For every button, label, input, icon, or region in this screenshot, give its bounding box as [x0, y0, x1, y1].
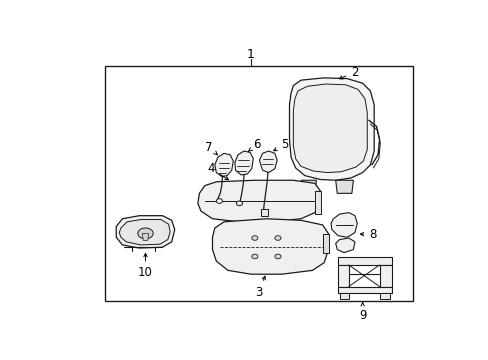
- Text: 10: 10: [138, 253, 153, 279]
- Polygon shape: [116, 216, 174, 248]
- Polygon shape: [337, 257, 391, 265]
- Polygon shape: [322, 234, 328, 253]
- Ellipse shape: [236, 201, 242, 206]
- Text: 2: 2: [339, 66, 358, 79]
- Polygon shape: [214, 153, 233, 176]
- Polygon shape: [259, 151, 277, 172]
- Polygon shape: [212, 219, 328, 274]
- Ellipse shape: [274, 236, 281, 240]
- Polygon shape: [379, 265, 391, 287]
- Polygon shape: [314, 191, 321, 214]
- Polygon shape: [379, 293, 389, 299]
- Text: 5: 5: [273, 138, 288, 151]
- Ellipse shape: [216, 199, 222, 203]
- Polygon shape: [142, 233, 148, 240]
- Bar: [104, 66, 412, 301]
- Text: 6: 6: [248, 138, 260, 151]
- Polygon shape: [289, 78, 373, 180]
- Text: 8: 8: [360, 228, 375, 240]
- Polygon shape: [234, 151, 253, 175]
- Polygon shape: [261, 209, 267, 216]
- Text: 1: 1: [246, 48, 254, 61]
- Polygon shape: [335, 180, 353, 193]
- Text: 7: 7: [204, 141, 217, 155]
- Polygon shape: [337, 265, 348, 287]
- Ellipse shape: [274, 254, 281, 259]
- Polygon shape: [198, 180, 320, 222]
- Polygon shape: [330, 213, 357, 237]
- Polygon shape: [119, 220, 170, 245]
- Text: 4: 4: [207, 162, 228, 180]
- Polygon shape: [293, 84, 366, 172]
- Text: 9: 9: [358, 303, 366, 322]
- Polygon shape: [339, 293, 348, 299]
- Ellipse shape: [251, 236, 257, 240]
- Polygon shape: [301, 180, 316, 193]
- Text: 3: 3: [254, 276, 265, 299]
- Polygon shape: [337, 287, 391, 293]
- Polygon shape: [335, 238, 354, 253]
- Ellipse shape: [251, 254, 257, 259]
- Ellipse shape: [138, 228, 153, 239]
